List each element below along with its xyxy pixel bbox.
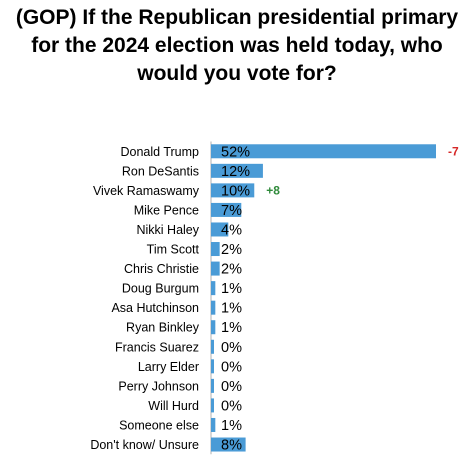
category-label: Ron DeSantis bbox=[122, 164, 199, 178]
bar bbox=[211, 144, 436, 159]
bar bbox=[211, 183, 255, 198]
bar bbox=[211, 398, 214, 413]
value-label: 7% bbox=[221, 203, 242, 219]
bar bbox=[211, 163, 263, 178]
category-label: Mike Pence bbox=[134, 203, 199, 217]
value-label: 1% bbox=[221, 281, 242, 297]
bar bbox=[211, 437, 246, 452]
category-label: Perry Johnson bbox=[118, 379, 199, 393]
value-label: 8% bbox=[221, 438, 242, 454]
category-label: Doug Burgum bbox=[122, 282, 199, 296]
category-label: Will Hurd bbox=[148, 399, 199, 413]
bar bbox=[211, 202, 242, 217]
bar bbox=[211, 281, 216, 296]
category-label: Nikki Haley bbox=[136, 223, 199, 237]
chart-title: (GOP) If the Republican presidential pri… bbox=[0, 4, 474, 88]
category-label: Tim Scott bbox=[147, 243, 200, 257]
value-label: 52% bbox=[221, 144, 250, 160]
value-label: 0% bbox=[221, 379, 242, 395]
value-label: 2% bbox=[221, 242, 242, 258]
category-label: Larry Elder bbox=[138, 360, 199, 374]
title-line-3: would you vote for? bbox=[137, 62, 337, 85]
category-label: Vivek Ramaswamy bbox=[93, 184, 200, 198]
change-annotation: +8 bbox=[266, 183, 280, 197]
category-label: Ryan Binkley bbox=[126, 321, 200, 335]
bar bbox=[211, 339, 214, 354]
value-label: 0% bbox=[221, 359, 242, 375]
change-annotation: -7 bbox=[448, 144, 459, 158]
value-label: 10% bbox=[221, 183, 250, 199]
category-label: Don't know/ Unsure bbox=[90, 438, 199, 452]
category-label: Someone else bbox=[119, 418, 199, 432]
bar bbox=[211, 378, 214, 393]
bar bbox=[211, 300, 216, 315]
value-label: 12% bbox=[221, 164, 250, 180]
value-label: 2% bbox=[221, 262, 242, 278]
value-label: 0% bbox=[221, 340, 242, 356]
category-label: Francis Suarez bbox=[115, 340, 199, 354]
bar bbox=[211, 261, 220, 276]
category-label: Chris Christie bbox=[124, 262, 199, 276]
bar bbox=[211, 359, 214, 374]
value-label: 4% bbox=[221, 222, 242, 238]
category-label: Donald Trump bbox=[120, 145, 199, 159]
bar bbox=[211, 242, 220, 257]
value-label: 1% bbox=[221, 301, 242, 317]
value-label: 1% bbox=[221, 418, 242, 434]
bar bbox=[211, 320, 216, 335]
bar bbox=[211, 417, 216, 432]
title-line-2: for the 2024 election was held today, wh… bbox=[31, 34, 443, 57]
bar bbox=[211, 222, 229, 237]
value-label: 1% bbox=[221, 320, 242, 336]
category-label: Asa Hutchinson bbox=[111, 301, 199, 315]
title-line-1: (GOP) If the Republican presidential pri… bbox=[15, 6, 459, 29]
value-label: 0% bbox=[221, 398, 242, 414]
